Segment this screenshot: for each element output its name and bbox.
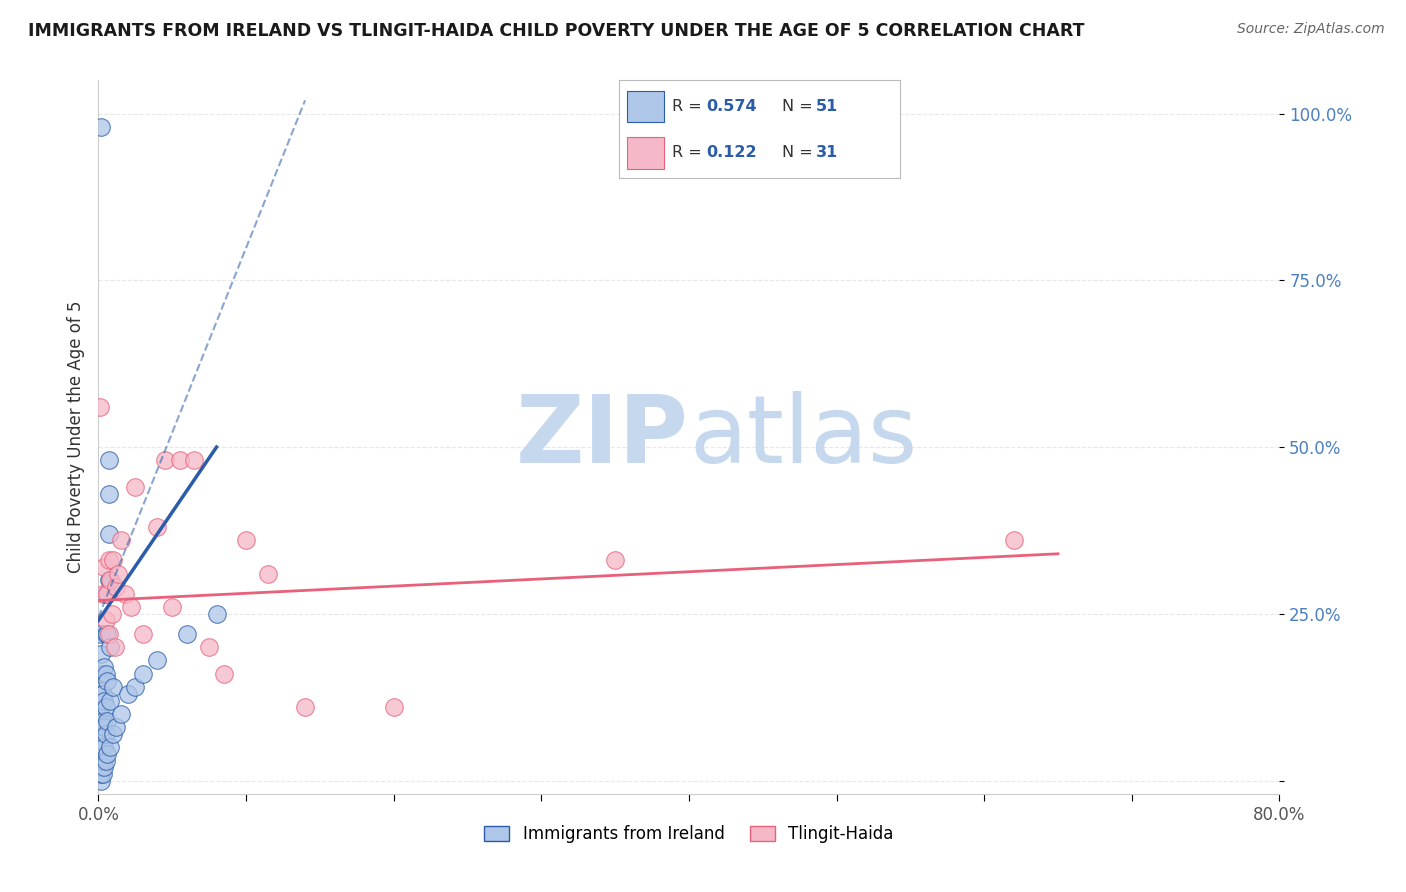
Point xyxy=(132,627,155,641)
Point xyxy=(90,773,112,788)
Point xyxy=(98,574,121,588)
Point xyxy=(117,687,139,701)
Point xyxy=(90,760,112,774)
Point xyxy=(96,673,118,688)
Point xyxy=(90,627,112,641)
Point xyxy=(97,487,120,501)
Point xyxy=(97,453,120,467)
Point xyxy=(96,747,118,761)
Point xyxy=(1002,533,1025,548)
Point xyxy=(97,553,120,567)
Point xyxy=(90,687,112,701)
Point xyxy=(105,720,128,734)
Text: 51: 51 xyxy=(815,99,838,114)
Point xyxy=(235,533,257,548)
Point xyxy=(90,666,112,681)
Point xyxy=(94,666,117,681)
Point xyxy=(605,553,627,567)
Point xyxy=(94,754,117,768)
Point xyxy=(90,740,112,755)
Point xyxy=(90,700,112,714)
Text: IMMIGRANTS FROM IRELAND VS TLINGIT-HAIDA CHILD POVERTY UNDER THE AGE OF 5 CORREL: IMMIGRANTS FROM IRELAND VS TLINGIT-HAIDA… xyxy=(28,22,1084,40)
Point xyxy=(94,587,117,601)
Point xyxy=(98,640,121,655)
Text: 0.122: 0.122 xyxy=(706,145,756,161)
Point xyxy=(93,740,115,755)
Point xyxy=(93,720,115,734)
Text: R =: R = xyxy=(672,145,707,161)
Text: 31: 31 xyxy=(815,145,838,161)
Point xyxy=(103,727,125,741)
Point xyxy=(90,714,112,728)
Point xyxy=(103,553,125,567)
Point xyxy=(124,680,146,694)
Point xyxy=(124,480,146,494)
Point xyxy=(91,714,114,728)
Point xyxy=(176,627,198,641)
Point xyxy=(100,607,122,621)
Point xyxy=(257,566,280,581)
Point xyxy=(97,574,120,588)
Point xyxy=(105,580,128,594)
Point xyxy=(382,700,405,714)
Text: 0.574: 0.574 xyxy=(706,99,756,114)
Point xyxy=(97,627,120,641)
Point xyxy=(91,767,114,781)
Point xyxy=(114,587,136,601)
Point xyxy=(93,760,115,774)
Point xyxy=(91,754,114,768)
Point xyxy=(93,693,115,707)
Point xyxy=(162,600,183,615)
Point xyxy=(90,767,112,781)
Point xyxy=(98,574,121,588)
Point xyxy=(120,600,142,615)
Text: N =: N = xyxy=(782,99,818,114)
Point xyxy=(97,526,120,541)
Point xyxy=(90,727,112,741)
Point xyxy=(91,687,114,701)
Point xyxy=(96,714,118,728)
Point xyxy=(132,666,155,681)
Text: Source: ZipAtlas.com: Source: ZipAtlas.com xyxy=(1237,22,1385,37)
FancyBboxPatch shape xyxy=(627,91,664,122)
Point xyxy=(103,680,125,694)
Point xyxy=(212,666,235,681)
Point xyxy=(294,700,316,714)
Point xyxy=(110,706,132,721)
Point xyxy=(96,587,118,601)
Point xyxy=(94,700,117,714)
Text: N =: N = xyxy=(782,145,818,161)
Text: atlas: atlas xyxy=(689,391,917,483)
Point xyxy=(96,627,118,641)
Point xyxy=(90,754,112,768)
Point xyxy=(94,627,117,641)
Point xyxy=(146,653,169,667)
Point xyxy=(169,453,191,467)
Y-axis label: Child Poverty Under the Age of 5: Child Poverty Under the Age of 5 xyxy=(66,301,84,574)
Point xyxy=(198,640,221,655)
Point xyxy=(110,533,132,548)
Point xyxy=(93,560,115,574)
FancyBboxPatch shape xyxy=(627,137,664,169)
Point xyxy=(94,727,117,741)
Point xyxy=(91,587,114,601)
Point xyxy=(93,660,115,674)
Point xyxy=(98,693,121,707)
Point xyxy=(104,640,127,655)
Point xyxy=(107,566,129,581)
Point xyxy=(90,647,112,661)
Text: R =: R = xyxy=(672,99,707,114)
Point xyxy=(91,733,114,747)
Point xyxy=(205,607,228,621)
Point xyxy=(153,453,176,467)
Point xyxy=(98,740,121,755)
Point xyxy=(90,120,112,134)
Point xyxy=(146,520,169,534)
Point xyxy=(94,614,117,628)
Point xyxy=(183,453,205,467)
Legend: Immigrants from Ireland, Tlingit-Haida: Immigrants from Ireland, Tlingit-Haida xyxy=(478,819,900,850)
Text: ZIP: ZIP xyxy=(516,391,689,483)
Point xyxy=(89,400,111,414)
